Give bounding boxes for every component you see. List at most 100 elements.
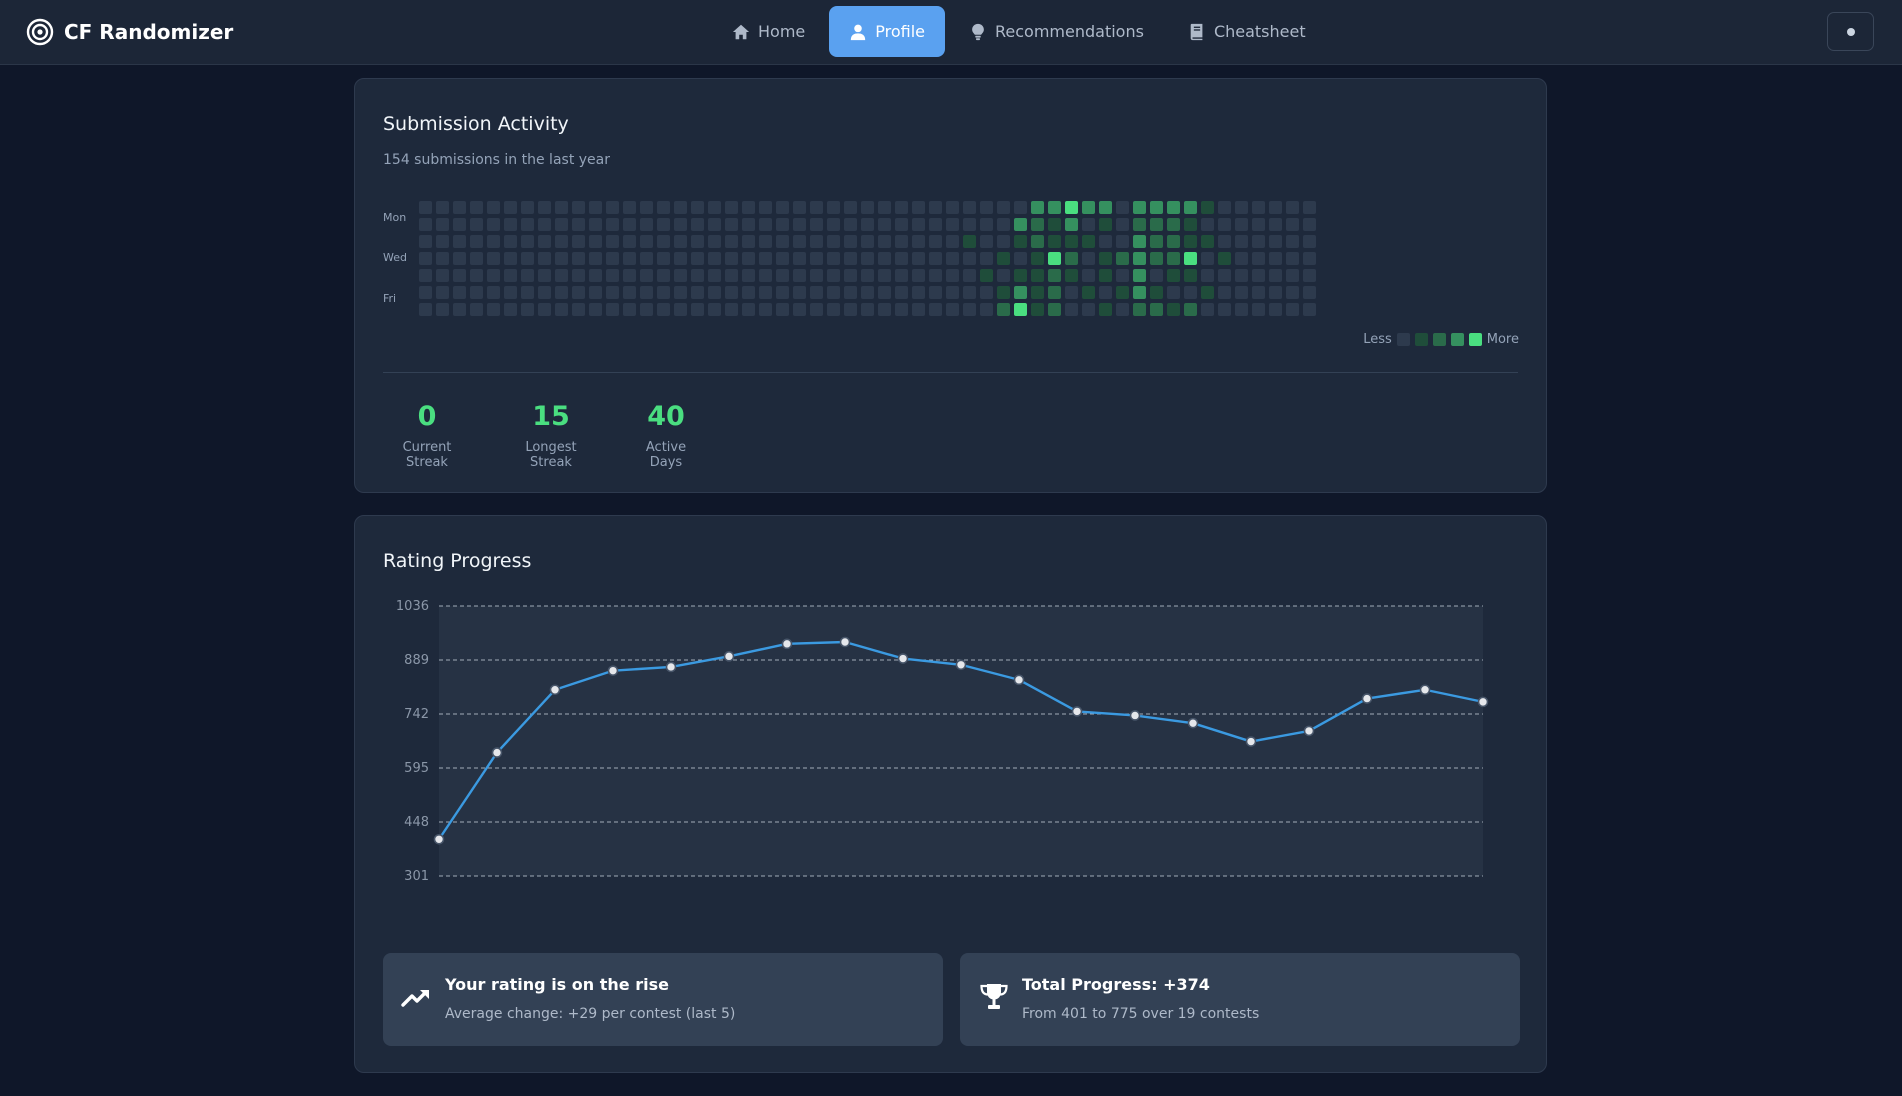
heatmap-cell: [1031, 252, 1044, 265]
rating-point: [897, 653, 909, 664]
rating-point: [1013, 674, 1025, 686]
heatmap-cell: [1235, 252, 1248, 265]
heatmap-cell: [878, 252, 891, 265]
heatmap-cell: [436, 303, 449, 316]
heatmap-cell: [453, 252, 466, 265]
heatmap-cell: [946, 269, 959, 282]
heatmap-cell: [1303, 303, 1316, 316]
heatmap-cell: [674, 252, 687, 265]
heatmap-cell: [1133, 269, 1146, 282]
heatmap-cell: [980, 218, 993, 231]
heatmap-cell: [1235, 201, 1248, 214]
rating-chart: 1036 889 742 595 448 301: [396, 599, 1489, 884]
rating-progress-card: Rating Progress 1036 889 742 595 448 301 Your…: [354, 515, 1547, 1073]
heatmap-cell: [521, 303, 534, 316]
heatmap-cell: [1269, 235, 1282, 248]
heatmap-cell: [1048, 235, 1061, 248]
nav-recommendations[interactable]: Recommendations: [949, 6, 1164, 57]
heatmap-cell: [1099, 218, 1112, 231]
nav-cheatsheet[interactable]: Cheatsheet: [1168, 6, 1326, 57]
heatmap-cell: [1031, 303, 1044, 316]
stat-longest-streak: 15 Longest Streak: [505, 401, 597, 470]
heatmap-cell: [487, 252, 500, 265]
rating-point: [1419, 684, 1431, 696]
heatmap-cell: [1252, 286, 1265, 299]
heatmap-cell: [1235, 235, 1248, 248]
heatmap-cell: [1201, 303, 1214, 316]
heatmap-cell: [929, 235, 942, 248]
heatmap-cell: [419, 303, 432, 316]
heatmap-cell: [623, 252, 636, 265]
heatmap-cell: [1286, 269, 1299, 282]
heatmap-cell: [1014, 252, 1027, 265]
heatmap-cell: [1218, 269, 1231, 282]
y-tick-label: 1036: [396, 599, 429, 614]
heatmap-cell: [657, 235, 670, 248]
heatmap-cell: [453, 303, 466, 316]
heatmap-cell: [963, 218, 976, 231]
heatmap-cell: [708, 303, 721, 316]
heatmap-cell: [912, 286, 925, 299]
heatmap-cell: [419, 218, 432, 231]
rating-point: [955, 659, 967, 671]
heatmap-cell: [436, 218, 449, 231]
activity-title: Submission Activity: [383, 113, 569, 135]
nav-profile-label: Profile: [875, 22, 925, 41]
heatmap-cell: [1269, 286, 1282, 299]
heatmap-cell: [946, 252, 959, 265]
longest-streak-label: Longest Streak: [525, 440, 577, 470]
heatmap-cell: [1184, 286, 1197, 299]
heatmap-cell: [555, 235, 568, 248]
heatmap-cell: [878, 269, 891, 282]
heatmap-cell: [606, 218, 619, 231]
heatmap-cell: [1150, 218, 1163, 231]
heatmap-cell: [606, 235, 619, 248]
heatmap-cell: [1201, 252, 1214, 265]
heatmap-cell: [555, 269, 568, 282]
heatmap-cell: [1235, 303, 1248, 316]
heatmap-cell: [878, 218, 891, 231]
heatmap-cell: [555, 303, 568, 316]
heatmap-cell: [1167, 269, 1180, 282]
heatmap-cell: [555, 286, 568, 299]
heatmap-cell: [929, 218, 942, 231]
heatmap-cell: [742, 218, 755, 231]
brand-title: CF Randomizer: [64, 20, 234, 44]
heatmap-cell: [776, 303, 789, 316]
heatmap-cell: [1116, 303, 1129, 316]
theme-toggle-button[interactable]: [1827, 12, 1874, 51]
heatmap-cell: [470, 252, 483, 265]
heatmap-cell: [1065, 269, 1078, 282]
rating-point: [1477, 696, 1489, 708]
heatmap-cell: [623, 303, 636, 316]
heatmap-cell: [1286, 252, 1299, 265]
heatmap-cell: [453, 269, 466, 282]
heatmap-cell: [504, 286, 517, 299]
rating-point: [549, 684, 561, 696]
heatmap-cell: [1065, 286, 1078, 299]
heatmap-cell: [1286, 218, 1299, 231]
heatmap-cell: [1099, 303, 1112, 316]
heatmap-cell: [504, 235, 517, 248]
heatmap-cell: [725, 286, 738, 299]
heatmap-cell: [1116, 286, 1129, 299]
heatmap-cell: [844, 303, 857, 316]
nav-profile[interactable]: Profile: [829, 6, 945, 57]
heatmap-cell: [521, 286, 534, 299]
heatmap-cell: [1048, 201, 1061, 214]
brand[interactable]: CF Randomizer: [26, 18, 233, 46]
day-label-wed: Wed: [383, 251, 407, 264]
heatmap-cell: [572, 218, 585, 231]
heatmap-cell: [827, 201, 840, 214]
heatmap-cell: [895, 303, 908, 316]
rating-point: [723, 651, 735, 662]
heatmap-cell: [810, 201, 823, 214]
heatmap-cell: [1303, 235, 1316, 248]
heatmap-cell: [997, 201, 1010, 214]
nav-home[interactable]: Home: [712, 6, 825, 57]
rating-point: [1129, 710, 1141, 721]
heatmap-cell: [878, 286, 891, 299]
heatmap-cell: [1286, 286, 1299, 299]
heatmap-cell: [997, 218, 1010, 231]
heatmap-cell: [980, 269, 993, 282]
